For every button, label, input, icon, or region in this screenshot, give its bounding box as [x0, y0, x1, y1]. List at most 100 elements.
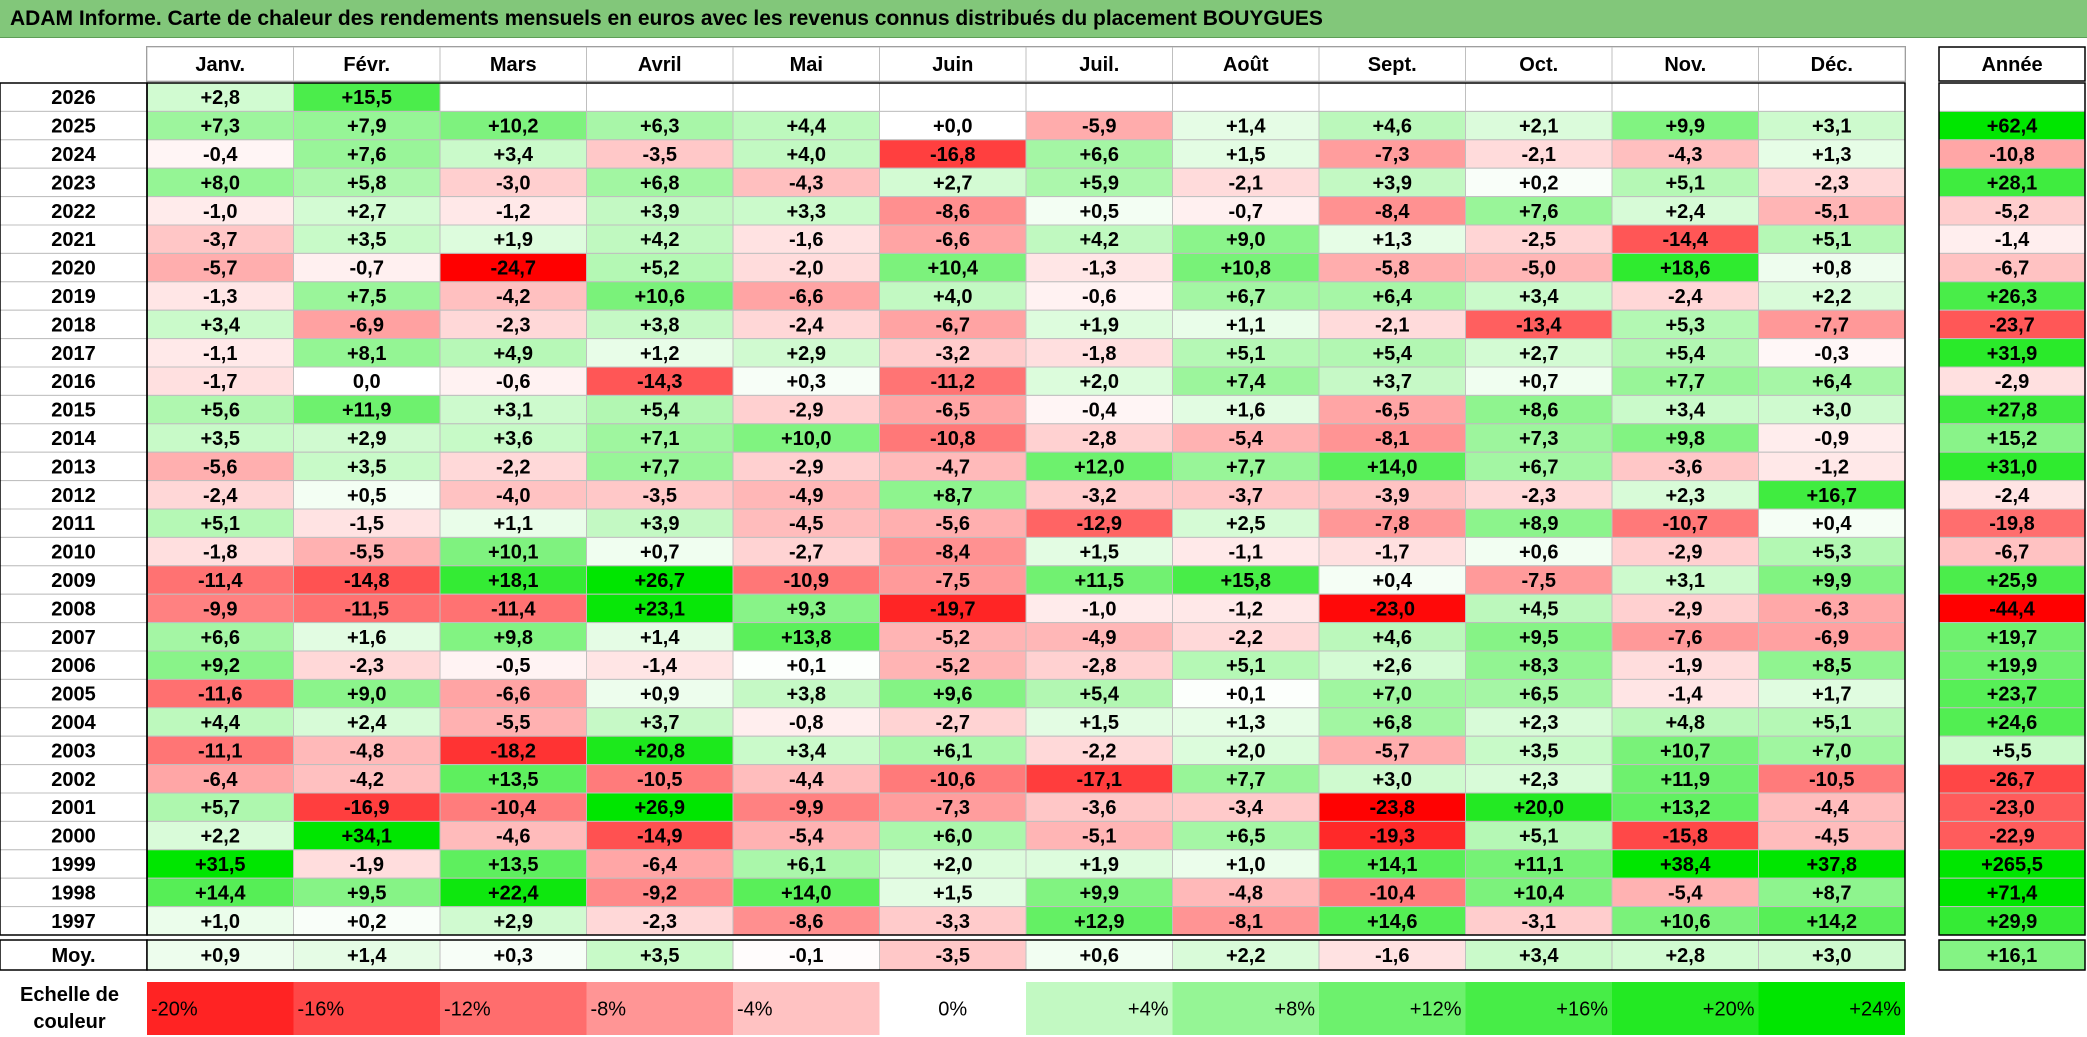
month-value-label: -10,4: [490, 797, 536, 819]
month-value-label: -2,2: [1229, 627, 1263, 649]
month-value-label: -2,3: [1522, 485, 1556, 507]
month-value-label: -14,9: [637, 826, 683, 848]
month-value-label: -4,4: [789, 769, 824, 791]
month-value-cell: [439, 338, 587, 368]
scale-step-label: +16%: [1556, 999, 1608, 1021]
month-value-label: -0,7: [1229, 201, 1263, 223]
year-label: 2023: [51, 172, 96, 194]
month-value-label: -3,7: [203, 229, 237, 251]
month-value-cell: [146, 110, 294, 141]
average-annual-value-label: +16,1: [1987, 945, 2038, 967]
month-value-cell: [1758, 451, 1906, 482]
scale-step-label: -8%: [591, 999, 627, 1021]
month-value-label: -1,4: [643, 655, 678, 677]
month-value-label: -2,3: [496, 314, 530, 336]
month-value-label: -3,3: [936, 911, 970, 933]
month-value-label: +10,8: [1220, 258, 1271, 280]
month-value-label: +2,8: [201, 87, 240, 109]
month-value-label: +2,9: [787, 343, 826, 365]
month-value-label: 0,0: [353, 371, 381, 393]
month-value-cell: [1172, 565, 1320, 595]
month-value-cell: [586, 224, 734, 254]
month-value-cell: [439, 196, 587, 226]
scale-swatch: [733, 982, 880, 1035]
month-value-cell: [1758, 281, 1906, 311]
month-value-label: -2,9: [789, 456, 823, 478]
year-label-cell: [0, 309, 148, 340]
month-value-cell: [1465, 820, 1613, 851]
month-value-label: +8,9: [1519, 513, 1558, 535]
month-value-label: +13,2: [1660, 797, 1711, 819]
month-value-label: -2,1: [1375, 314, 1409, 336]
month-value-cell: [1025, 366, 1173, 396]
month-value-cell: [1172, 139, 1320, 169]
month-value-cell: [1025, 792, 1173, 822]
month-value-label: +5,4: [1666, 343, 1706, 365]
month-value-label: +4,6: [1373, 116, 1412, 138]
month-value-cell: [1318, 252, 1466, 283]
month-value-label: +4,4: [201, 712, 241, 734]
month-value-cell: [586, 338, 734, 368]
month-header-label: Mai: [790, 54, 823, 76]
month-value-cell: [1611, 565, 1759, 595]
year-label: 2018: [51, 314, 96, 336]
month-value-label: -10,4: [1369, 882, 1415, 904]
month-value-label: -18,2: [490, 740, 536, 762]
month-header-label: Oct.: [1519, 54, 1558, 76]
month-value-label: +1,3: [1373, 229, 1412, 251]
month-value-cell: [1465, 764, 1613, 794]
month-value-label: -3,5: [643, 485, 677, 507]
month-value-label: +6,7: [1519, 456, 1558, 478]
month-value-label: -1,1: [203, 343, 237, 365]
month-header-cell: [1758, 46, 1906, 82]
month-value-label: +7,9: [347, 116, 386, 138]
month-value-label: -1,7: [1375, 542, 1409, 564]
month-value-label: +4,4: [787, 116, 827, 138]
average-label-cell: [0, 939, 148, 971]
month-value-cell: [586, 110, 734, 141]
year-label-cell: [0, 196, 148, 226]
month-value-label: +2,7: [347, 201, 386, 223]
scale-swatch: [1026, 982, 1173, 1035]
month-value-label: +0,3: [787, 371, 826, 393]
annual-value-cell: [1938, 849, 2086, 879]
month-value-label: +3,9: [640, 201, 679, 223]
month-value-cell: [1611, 394, 1759, 425]
month-value-cell: [439, 820, 587, 851]
month-value-label: -1,8: [203, 542, 237, 564]
month-value-cell: [1025, 451, 1173, 482]
month-value-cell: [1611, 820, 1759, 851]
average-value-cell: [879, 939, 1027, 971]
month-value-label: -2,4: [203, 485, 238, 507]
month-value-label: -2,8: [1082, 655, 1116, 677]
month-value-label: +1,0: [1226, 854, 1265, 876]
month-value-label: -2,0: [789, 258, 823, 280]
month-value-label: -3,0: [496, 172, 530, 194]
month-value-cell: [586, 451, 734, 482]
month-value-label: -14,3: [637, 371, 683, 393]
month-value-cell: [146, 565, 294, 595]
month-value-label: +2,4: [1666, 201, 1706, 223]
month-value-label: -11,4: [198, 570, 243, 592]
month-value-label: -11,6: [198, 684, 242, 706]
month-value-cell: [439, 252, 587, 283]
month-value-label: +9,9: [1080, 882, 1119, 904]
month-value-cell: [1611, 508, 1759, 538]
month-value-cell: [879, 167, 1027, 198]
annual-value-label: -19,8: [1989, 513, 2035, 535]
month-value-cell: [1025, 593, 1173, 624]
month-value-label: -1,4: [1668, 684, 1703, 706]
scale-swatch: [1319, 982, 1466, 1035]
month-value-cell: [146, 196, 294, 226]
month-value-cell: [1318, 196, 1466, 226]
month-value-label: +9,2: [201, 655, 240, 677]
month-value-label: +9,9: [1812, 570, 1851, 592]
scale-step-label: -20%: [151, 999, 198, 1021]
month-value-label: +2,2: [1812, 286, 1851, 308]
month-value-label: +1,5: [1080, 542, 1119, 564]
month-value-cell: [1025, 678, 1173, 709]
month-value-label: +4,2: [640, 229, 679, 251]
year-label: 2019: [51, 286, 96, 308]
month-value-cell: [879, 366, 1027, 396]
month-value-label: -5,9: [1082, 116, 1116, 138]
